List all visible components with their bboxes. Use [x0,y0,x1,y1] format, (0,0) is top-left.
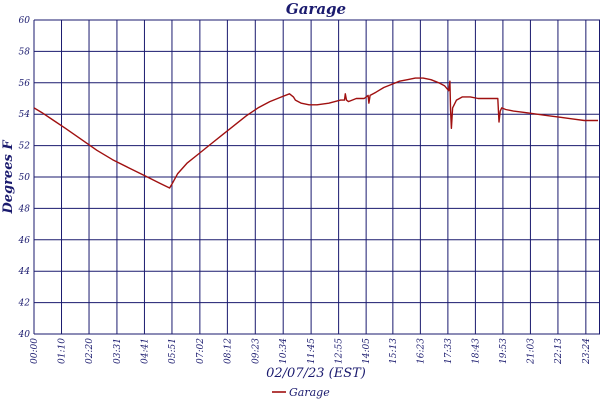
x-tick-label: 08:12 [223,338,233,364]
y-tick-label: 60 [19,16,31,26]
y-tick-label: 46 [18,236,31,246]
y-axis-label: Degrees F [1,140,16,215]
grid [33,19,600,335]
y-tick-label: 42 [18,299,31,309]
x-tick-label: 00:00 [30,338,40,364]
x-tick-label: 17:33 [444,338,454,364]
x-tick-label: 15:13 [389,338,399,364]
x-tick-label: 04:41 [140,338,150,364]
x-tick-label: 05:51 [168,338,178,364]
x-tick-label: 12:55 [335,338,345,364]
series-line-garage [33,77,598,189]
x-tick-label: 01:10 [58,338,68,364]
x-tick-label: 14:05 [362,338,372,364]
x-tick-label: 21:03 [526,338,536,365]
x-tick-label: 10:34 [279,338,289,364]
y-tick-label: 40 [18,330,31,340]
y-tick-label: 54 [19,110,31,120]
y-tick-label: 48 [18,204,31,214]
x-tick-label: 23:24 [582,338,592,365]
x-axis-label: 02/07/23 (EST) [266,366,366,381]
x-tick-label: 11:45 [307,338,317,364]
x-tick-label: 22:13 [554,338,564,365]
chart-title: Garage [286,0,346,18]
x-tick-label: 09:23 [251,338,261,364]
x-tick-label: 19:53 [499,338,509,364]
x-tick-label: 03:31 [113,338,123,364]
legend-label-garage: Garage [289,386,330,399]
series-layer [33,77,598,189]
x-tick-label: 16:23 [416,338,426,364]
y-tick-label: 56 [19,79,31,89]
x-tick-label: 07:02 [196,338,206,364]
x-tick-label: 02:20 [85,338,95,364]
y-tick-labels: 40 42 44 46 48 50 52 54 56 58 60 [18,16,31,340]
y-tick-label: 58 [19,47,31,57]
y-tick-label: 44 [18,267,31,277]
y-tick-label: 52 [19,142,31,152]
x-tick-labels: 00:00 01:10 02:20 03:31 04:41 05:51 07:02 08:12… [30,338,592,365]
legend: Garage [272,386,330,399]
y-tick-label: 50 [19,173,31,183]
x-tick-label: 18:43 [471,338,481,364]
